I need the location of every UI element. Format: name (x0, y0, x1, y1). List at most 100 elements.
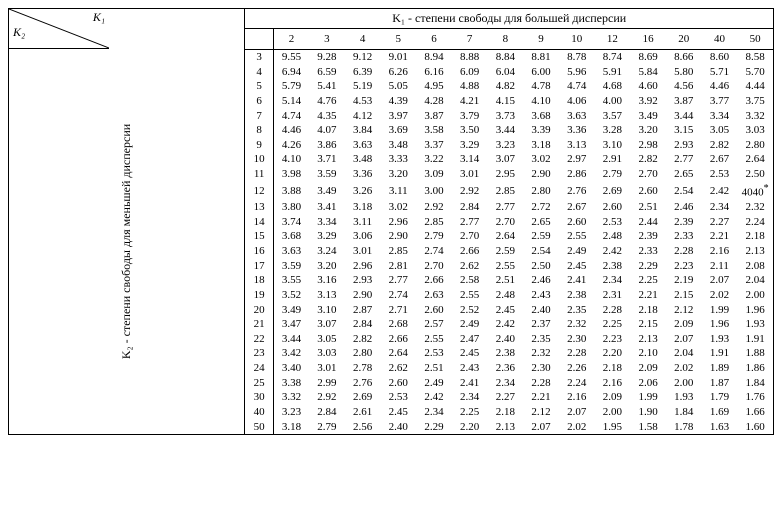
cell: 2.25 (630, 273, 666, 288)
cell: 2.54 (523, 244, 559, 259)
cell: 4.68 (595, 79, 631, 94)
cell: 2.92 (452, 182, 488, 200)
cell: 2.32 (559, 317, 595, 332)
cell: 2.12 (523, 405, 559, 420)
cell: 1.84 (737, 376, 773, 391)
cell: 2.53 (595, 215, 631, 230)
cell: 1.87 (702, 376, 738, 391)
cell: 3.77 (702, 94, 738, 109)
cell: 3.92 (630, 94, 666, 109)
cell: 2.96 (345, 259, 381, 274)
cell: 2.39 (630, 229, 666, 244)
cell: 2.39 (666, 215, 702, 230)
cell: 2.66 (416, 273, 452, 288)
cell: 2.33 (630, 244, 666, 259)
cell: 2.69 (595, 182, 631, 200)
cell: 2.79 (309, 420, 345, 435)
cell: 2.25 (452, 405, 488, 420)
cell: 3.40 (273, 361, 309, 376)
cell: 2.50 (737, 167, 773, 182)
cell: 5.79 (273, 79, 309, 94)
table-row: 223.443.052.822.662.552.472.402.352.302.… (245, 332, 773, 347)
cell: 4.10 (273, 152, 309, 167)
row-header: 5 (245, 79, 273, 94)
cell: 3.02 (380, 200, 416, 215)
cell: 3.42 (273, 346, 309, 361)
cell: 5.71 (702, 65, 738, 80)
cell: 3.75 (737, 94, 773, 109)
cell: 2.76 (559, 182, 595, 200)
cell: 3.55 (273, 273, 309, 288)
table-row: 65.144.764.534.394.284.214.154.104.064.0… (245, 94, 773, 109)
cell: 2.40 (487, 332, 523, 347)
table-row: 243.403.012.782.622.512.432.362.302.262.… (245, 361, 773, 376)
cell: 6.39 (345, 65, 381, 80)
cell: 3.20 (630, 123, 666, 138)
cell: 3.80 (273, 200, 309, 215)
cell: 2.50 (523, 259, 559, 274)
cell: 2.72 (523, 200, 559, 215)
cell: 2.26 (559, 361, 595, 376)
cell: 3.49 (630, 109, 666, 124)
table-row: 233.423.032.802.642.532.452.382.322.282.… (245, 346, 773, 361)
cell: 2.64 (487, 229, 523, 244)
cell: 2.41 (559, 273, 595, 288)
cell: 3.22 (416, 152, 452, 167)
cell: 5.91 (595, 65, 631, 80)
cell: 2.35 (559, 303, 595, 318)
row-header: 25 (245, 376, 273, 391)
cell: 2.21 (523, 390, 559, 405)
cell: 2.69 (345, 390, 381, 405)
cell: 3.01 (309, 361, 345, 376)
cell: 2.66 (380, 332, 416, 347)
cell: 2.66 (452, 244, 488, 259)
k2-axis-label: K₂ - степени свободы для меньшей дисперс… (119, 124, 134, 359)
cell: 3.20 (309, 259, 345, 274)
cell: 3.58 (416, 123, 452, 138)
cell: 9.28 (309, 50, 345, 65)
cell: 2.40 (523, 303, 559, 318)
cell: 2.32 (523, 346, 559, 361)
table-row: 74.744.354.123.973.873.793.733.683.633.5… (245, 109, 773, 124)
cell: 2.84 (452, 200, 488, 215)
cell: 8.74 (595, 50, 631, 65)
cell: 3.98 (273, 167, 309, 182)
cell: 2.71 (380, 303, 416, 318)
cell: 2.24 (737, 215, 773, 230)
row-header: 20 (245, 303, 273, 318)
corner-cell: K₁ K₂ (9, 9, 109, 49)
cell: 4040* (737, 182, 773, 200)
cell: 2.12 (666, 303, 702, 318)
cell: 4.12 (345, 109, 381, 124)
cell: 2.49 (416, 376, 452, 391)
cell: 1.78 (666, 420, 702, 435)
cell: 4.10 (523, 94, 559, 109)
row-header: 4 (245, 65, 273, 80)
cell: 3.69 (380, 123, 416, 138)
cell: 2.08 (737, 259, 773, 274)
cell: 5.96 (559, 65, 595, 80)
cell: 2.78 (345, 361, 381, 376)
cell: 3.29 (452, 138, 488, 153)
cell: 3.38 (273, 376, 309, 391)
cell: 2.80 (345, 346, 381, 361)
cell: 1.60 (737, 420, 773, 435)
table-header-row: 23456789101216204050 (245, 29, 773, 50)
col-header: 20 (666, 29, 702, 50)
cell: 2.28 (559, 346, 595, 361)
cell: 2.60 (559, 215, 595, 230)
cell: 1.96 (702, 317, 738, 332)
cell: 3.06 (345, 229, 381, 244)
cell: 2.90 (523, 167, 559, 182)
row-header: 12 (245, 182, 273, 200)
cell: 4.44 (737, 79, 773, 94)
row-header: 10 (245, 152, 273, 167)
corner-k2-label: K₂ (13, 25, 25, 40)
cell: 4.35 (309, 109, 345, 124)
cell: 2.49 (452, 317, 488, 332)
table-row: 46.946.596.396.266.166.096.046.005.965.9… (245, 65, 773, 80)
cell: 2.85 (416, 215, 452, 230)
cell: 2.29 (630, 259, 666, 274)
cell: 2.38 (487, 346, 523, 361)
corner-k1-label: K₁ (93, 10, 105, 25)
